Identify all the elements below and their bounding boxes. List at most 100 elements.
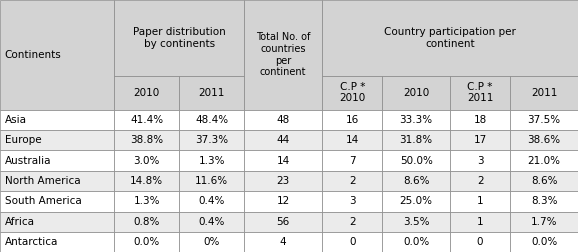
Bar <box>179 171 244 191</box>
Text: 38.8%: 38.8% <box>130 135 163 145</box>
Bar <box>0 130 114 150</box>
Text: 38.6%: 38.6% <box>528 135 561 145</box>
Bar <box>179 191 244 212</box>
Text: 2: 2 <box>349 217 355 227</box>
Text: 3.0%: 3.0% <box>134 156 160 166</box>
Bar <box>450 76 510 110</box>
Bar <box>244 232 322 252</box>
Text: 0.0%: 0.0% <box>403 237 429 247</box>
Bar <box>114 232 179 252</box>
Bar <box>0 0 114 110</box>
Text: C.P *
2010: C.P * 2010 <box>339 82 365 103</box>
Bar <box>179 76 244 110</box>
Text: 7: 7 <box>349 156 355 166</box>
Text: 4: 4 <box>280 237 287 247</box>
Text: 8.6%: 8.6% <box>403 176 429 186</box>
Text: 1: 1 <box>477 217 483 227</box>
Text: 56: 56 <box>277 217 290 227</box>
Bar <box>0 110 114 130</box>
Bar <box>179 232 244 252</box>
Bar <box>114 171 179 191</box>
Bar <box>510 191 578 212</box>
Text: Antarctica: Antarctica <box>5 237 58 247</box>
Bar <box>323 232 382 252</box>
Text: 25.0%: 25.0% <box>399 197 433 206</box>
Text: 0.0%: 0.0% <box>531 237 557 247</box>
Bar <box>114 110 179 130</box>
Bar <box>0 150 114 171</box>
Text: 8.6%: 8.6% <box>531 176 557 186</box>
Bar <box>244 150 322 171</box>
Bar <box>382 110 450 130</box>
Bar <box>450 171 510 191</box>
Bar <box>382 150 450 171</box>
Text: 3: 3 <box>477 156 483 166</box>
Text: 0%: 0% <box>203 237 220 247</box>
Text: 0: 0 <box>477 237 483 247</box>
Text: 14: 14 <box>277 156 290 166</box>
Text: 1.7%: 1.7% <box>531 217 557 227</box>
Text: Paper distribution
by continents: Paper distribution by continents <box>133 27 225 49</box>
Text: 33.3%: 33.3% <box>399 115 433 125</box>
Bar <box>179 150 244 171</box>
Bar <box>179 130 244 150</box>
Bar <box>0 191 114 212</box>
Text: 48: 48 <box>277 115 290 125</box>
Bar <box>323 191 382 212</box>
Text: 31.8%: 31.8% <box>399 135 433 145</box>
Bar <box>244 191 322 212</box>
Bar <box>382 171 450 191</box>
Bar <box>323 130 382 150</box>
Bar <box>450 232 510 252</box>
Bar <box>114 150 179 171</box>
Bar <box>382 76 450 110</box>
Text: 3: 3 <box>349 197 355 206</box>
Bar <box>323 171 382 191</box>
Bar <box>0 171 114 191</box>
Text: Asia: Asia <box>5 115 27 125</box>
Text: 48.4%: 48.4% <box>195 115 228 125</box>
Bar <box>382 191 450 212</box>
Bar <box>323 110 382 130</box>
Bar <box>510 232 578 252</box>
Bar <box>450 150 510 171</box>
Text: Total No. of
countries
per
continent: Total No. of countries per continent <box>256 33 310 77</box>
Bar <box>450 130 510 150</box>
Text: 1.3%: 1.3% <box>198 156 225 166</box>
Bar <box>114 212 179 232</box>
Bar <box>450 212 510 232</box>
Bar <box>0 232 114 252</box>
Text: 12: 12 <box>277 197 290 206</box>
Text: 11.6%: 11.6% <box>195 176 228 186</box>
Text: 1: 1 <box>477 197 483 206</box>
Bar <box>114 76 179 110</box>
Bar <box>244 110 322 130</box>
Text: North America: North America <box>5 176 80 186</box>
Bar <box>114 0 244 76</box>
Text: 14: 14 <box>346 135 359 145</box>
Text: 0.4%: 0.4% <box>198 197 225 206</box>
Text: 2010: 2010 <box>403 88 429 98</box>
Bar <box>450 191 510 212</box>
Text: 8.3%: 8.3% <box>531 197 557 206</box>
Text: 37.3%: 37.3% <box>195 135 228 145</box>
Text: South America: South America <box>5 197 81 206</box>
Text: 18: 18 <box>473 115 487 125</box>
Bar <box>382 212 450 232</box>
Bar <box>510 212 578 232</box>
Text: C.P *
2011: C.P * 2011 <box>467 82 493 103</box>
Text: 16: 16 <box>346 115 359 125</box>
Bar <box>179 212 244 232</box>
Bar <box>323 150 382 171</box>
Bar <box>179 110 244 130</box>
Bar <box>114 130 179 150</box>
Text: 0.8%: 0.8% <box>134 217 160 227</box>
Bar <box>244 171 322 191</box>
Text: 2: 2 <box>477 176 483 186</box>
Text: 23: 23 <box>277 176 290 186</box>
Bar <box>244 212 322 232</box>
Text: 21.0%: 21.0% <box>528 156 561 166</box>
Bar <box>510 130 578 150</box>
Bar <box>510 150 578 171</box>
Bar <box>323 212 382 232</box>
